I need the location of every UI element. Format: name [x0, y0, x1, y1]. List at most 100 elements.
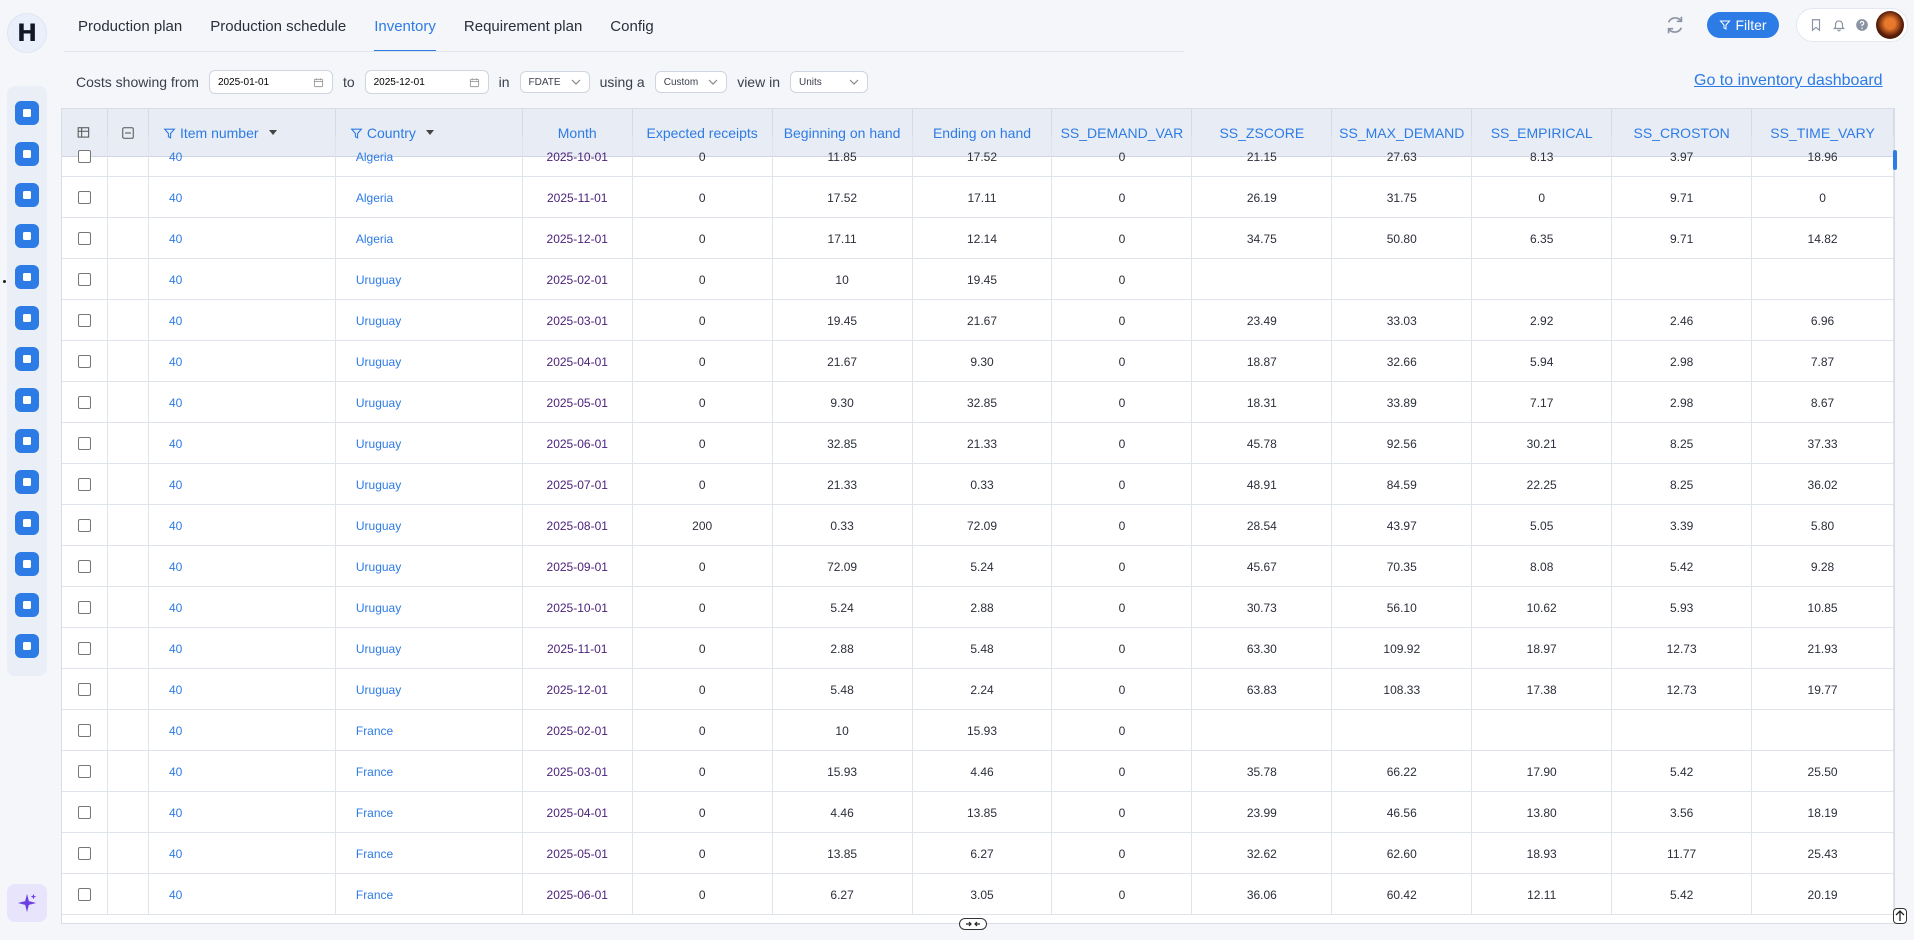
sidebar-item-14[interactable] — [15, 634, 39, 658]
table-row[interactable]: 40 Uruguay 2025-08-01 200 0.33 72.09 0 28.54 43.… — [62, 505, 1894, 546]
cell-country[interactable]: Uruguay — [336, 300, 523, 341]
cell-item-number[interactable]: 40 — [149, 259, 336, 300]
date-from-input[interactable] — [217, 76, 298, 88]
sort-caret-icon[interactable] — [268, 130, 277, 136]
sort-caret-icon[interactable] — [425, 130, 434, 136]
date-from-field[interactable] — [208, 70, 333, 94]
header-ss-time-vary[interactable]: SS_TIME_VARY — [1752, 109, 1894, 157]
cell-item-number[interactable]: 40 — [149, 751, 336, 792]
cell-country[interactable]: Uruguay — [336, 587, 523, 628]
header-country[interactable]: Country — [336, 109, 523, 157]
cell-country[interactable]: Uruguay — [336, 423, 523, 464]
row-checkbox[interactable] — [77, 273, 91, 286]
cell-country[interactable]: Uruguay — [336, 464, 523, 505]
table-row[interactable]: 40 France 2025-03-01 0 15.93 4.46 0 35.78 66.22 1… — [62, 751, 1894, 792]
cell-country[interactable]: Algeria — [336, 177, 523, 218]
table-row[interactable]: 40 Uruguay 2025-03-01 0 19.45 21.67 0 23.49 33.0… — [62, 300, 1894, 341]
sidebar-item-6[interactable] — [15, 306, 39, 330]
vertical-scrollbar[interactable] — [1893, 150, 1897, 170]
cell-country[interactable]: Uruguay — [336, 259, 523, 300]
table-row[interactable]: 40 Algeria 2025-11-01 0 17.52 17.11 0 26.19 31.7… — [62, 177, 1894, 218]
column-settings[interactable] — [62, 109, 108, 157]
sidebar-item-10[interactable] — [15, 470, 39, 494]
cell-item-number[interactable]: 40 — [149, 833, 336, 874]
cell-item-number[interactable]: 40 — [149, 177, 336, 218]
row-checkbox[interactable] — [77, 888, 91, 901]
cell-item-number[interactable]: 40 — [149, 874, 336, 915]
table-row[interactable]: 40 Uruguay 2025-07-01 0 21.33 0.33 0 48.91 84.59… — [62, 464, 1894, 505]
header-expected-receipts[interactable]: Expected receipts — [633, 109, 773, 157]
cell-item-number[interactable]: 40 — [149, 546, 336, 587]
row-checkbox[interactable] — [77, 396, 91, 409]
inventory-dashboard-link[interactable]: Go to inventory dashboard — [1694, 72, 1883, 89]
sidebar-item-1[interactable] — [15, 101, 39, 125]
cell-country[interactable]: France — [336, 833, 523, 874]
sidebar-item-7[interactable] — [15, 347, 39, 371]
cell-country[interactable]: Uruguay — [336, 382, 523, 423]
cell-item-number[interactable]: 40 — [149, 587, 336, 628]
tab-config[interactable]: Config — [610, 17, 654, 35]
row-checkbox[interactable] — [77, 232, 91, 245]
row-checkbox[interactable] — [77, 642, 91, 655]
table-row[interactable]: 40 Uruguay 2025-04-01 0 21.67 9.30 0 18.87 32.66… — [62, 341, 1894, 382]
header-ending-on-hand[interactable]: Ending on hand — [913, 109, 1053, 157]
row-checkbox[interactable] — [77, 560, 91, 573]
date-to-field[interactable] — [364, 70, 489, 94]
bookmark-icon[interactable] — [1809, 18, 1823, 32]
cell-item-number[interactable]: 40 — [149, 464, 336, 505]
cell-item-number[interactable]: 40 — [149, 136, 336, 177]
header-ss-zscore[interactable]: SS_ZSCORE — [1192, 109, 1333, 157]
cell-item-number[interactable]: 40 — [149, 423, 336, 464]
row-checkbox[interactable] — [77, 847, 91, 860]
row-checkbox[interactable] — [77, 683, 91, 696]
row-checkbox[interactable] — [77, 355, 91, 368]
tab-production-plan[interactable]: Production plan — [78, 17, 183, 35]
cell-country[interactable]: France — [336, 751, 523, 792]
expand-collapse-handle[interactable] — [959, 918, 987, 930]
sidebar-item-12[interactable] — [15, 552, 39, 576]
sidebar-item-4[interactable] — [15, 224, 39, 248]
row-checkbox[interactable] — [77, 150, 91, 163]
row-checkbox[interactable] — [77, 437, 91, 450]
header-ss-empirical[interactable]: SS_EMPIRICAL — [1472, 109, 1613, 157]
row-checkbox[interactable] — [77, 601, 91, 614]
row-checkbox[interactable] — [77, 314, 91, 327]
tab-inventory[interactable]: Inventory — [360, 0, 450, 52]
tab-production-schedule[interactable]: Production schedule — [210, 17, 347, 35]
sidebar-item-5[interactable] — [15, 265, 39, 289]
header-beginning-on-hand[interactable]: Beginning on hand — [773, 109, 913, 157]
sidebar-item-3[interactable] — [15, 183, 39, 207]
scroll-top-button[interactable] — [1893, 908, 1907, 924]
cell-country[interactable]: France — [336, 874, 523, 915]
header-ss-max-demand[interactable]: SS_MAX_DEMAND — [1332, 109, 1473, 157]
filter-button[interactable]: Filter — [1707, 12, 1779, 38]
cell-item-number[interactable]: 40 — [149, 382, 336, 423]
table-row[interactable]: 40 France 2025-02-01 0 10 15.93 0 — [62, 710, 1894, 751]
row-checkbox[interactable] — [77, 724, 91, 737]
table-row[interactable]: 40 Uruguay 2025-06-01 0 32.85 21.33 0 45.78 92.5… — [62, 423, 1894, 464]
row-checkbox[interactable] — [77, 519, 91, 532]
sidebar-item-2[interactable] — [15, 142, 39, 166]
row-checkbox[interactable] — [77, 191, 91, 204]
cell-item-number[interactable]: 40 — [149, 628, 336, 669]
header-ss-demand-var[interactable]: SS_DEMAND_VAR — [1052, 109, 1193, 157]
cell-country[interactable]: Uruguay — [336, 341, 523, 382]
cell-item-number[interactable]: 40 — [149, 505, 336, 546]
cell-country[interactable]: Uruguay — [336, 669, 523, 710]
cell-item-number[interactable]: 40 — [149, 218, 336, 259]
cell-country[interactable]: France — [336, 792, 523, 833]
cell-item-number[interactable]: 40 — [149, 300, 336, 341]
table-row[interactable]: 40 Uruguay 2025-09-01 0 72.09 5.24 0 45.67 70.35… — [62, 546, 1894, 587]
collapse-all[interactable] — [108, 109, 149, 157]
table-row[interactable]: 40 France 2025-04-01 0 4.46 13.85 0 23.99 46.56 1… — [62, 792, 1894, 833]
table-row[interactable]: 40 France 2025-05-01 0 13.85 6.27 0 32.62 62.60 1… — [62, 833, 1894, 874]
sidebar-item-9[interactable] — [15, 429, 39, 453]
cell-country[interactable]: Uruguay — [336, 505, 523, 546]
user-avatar[interactable] — [1876, 11, 1904, 39]
sidebar-item-13[interactable] — [15, 593, 39, 617]
cell-country[interactable]: Uruguay — [336, 628, 523, 669]
table-row[interactable]: 40 Uruguay 2025-12-01 0 5.48 2.24 0 63.83 108.33… — [62, 669, 1894, 710]
help-icon[interactable] — [1855, 18, 1869, 32]
header-month[interactable]: Month — [523, 109, 633, 157]
table-row[interactable]: 40 Algeria 2025-10-01 0 11.85 17.52 0 21.15 27.6… — [62, 136, 1894, 177]
